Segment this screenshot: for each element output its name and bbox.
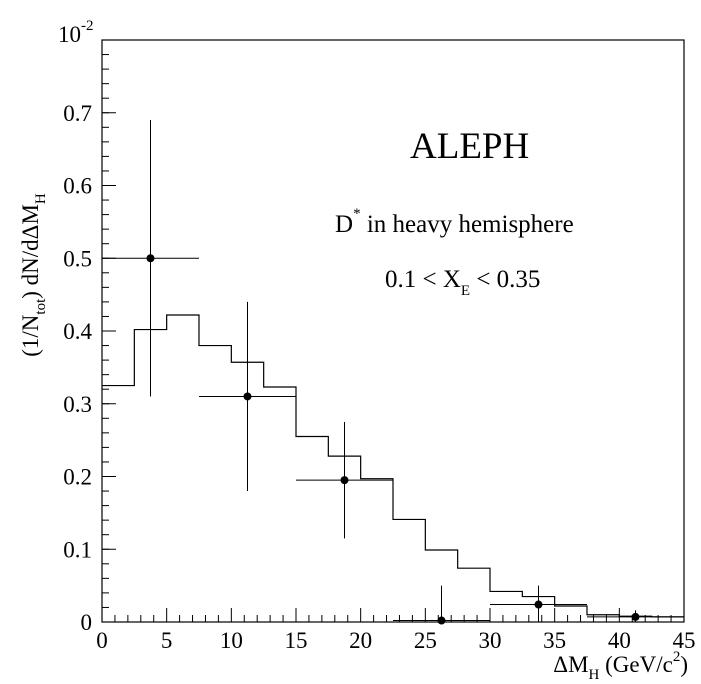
data-point: [490, 585, 587, 622]
data-point: [199, 301, 296, 492]
data-point: [587, 610, 684, 622]
y-tick-label: 0.1: [63, 537, 92, 562]
y-tick-label: 0.2: [63, 465, 92, 490]
data-point: [102, 120, 199, 397]
y-tick-label: 0.6: [63, 174, 92, 199]
histogram: [102, 314, 684, 618]
x-tick-label: 10: [220, 628, 243, 653]
data-point: [296, 421, 393, 539]
data-marker: [437, 616, 446, 625]
data-point: [393, 585, 490, 625]
data-marker: [243, 392, 252, 401]
x-tick-label: 25: [414, 628, 437, 653]
x-tick-label: 30: [479, 628, 502, 653]
x-axis-label: ΔMH (GeV/c2): [553, 649, 688, 683]
y-tick-label: 0.4: [63, 319, 92, 344]
data-marker: [534, 600, 543, 609]
x-tick-label: 5: [161, 628, 173, 653]
x-ticks: 0 5 10 15 20 25 30 35 40 45: [96, 608, 696, 653]
x-tick-label: 40: [608, 628, 631, 653]
x-tick-label: 0: [96, 628, 108, 653]
y-ticks: 0 0.1 0.2 0.3 0.4 0.5 0.6 0.7: [63, 39, 116, 635]
x-tick-label: 15: [285, 628, 308, 653]
y-tick-label: 0.3: [63, 392, 92, 417]
y-tick-label: 0: [81, 610, 93, 635]
x-tick-label: 20: [349, 628, 372, 653]
y-axis-label: (1/Ntot) dN/dΔMH: [18, 193, 49, 357]
histogram-line: [102, 314, 684, 618]
experiment-label: ALEPH: [410, 126, 529, 167]
data-marker: [146, 254, 155, 263]
x-tick-label: 35: [543, 628, 566, 653]
annotation-line-2: 0.1 < XE < 0.35: [385, 266, 540, 299]
data-marker: [631, 612, 640, 621]
data-points: [102, 120, 684, 625]
y-tick-label: 0.7: [63, 101, 92, 126]
y-scale-label: 10-2: [58, 18, 94, 47]
y-tick-label: 0.5: [63, 246, 92, 271]
data-marker: [340, 476, 349, 485]
x-tick-label: 45: [673, 628, 696, 653]
plot-frame: [101, 39, 685, 623]
annotation-line-1: D* in heavy hemisphere: [335, 206, 574, 238]
